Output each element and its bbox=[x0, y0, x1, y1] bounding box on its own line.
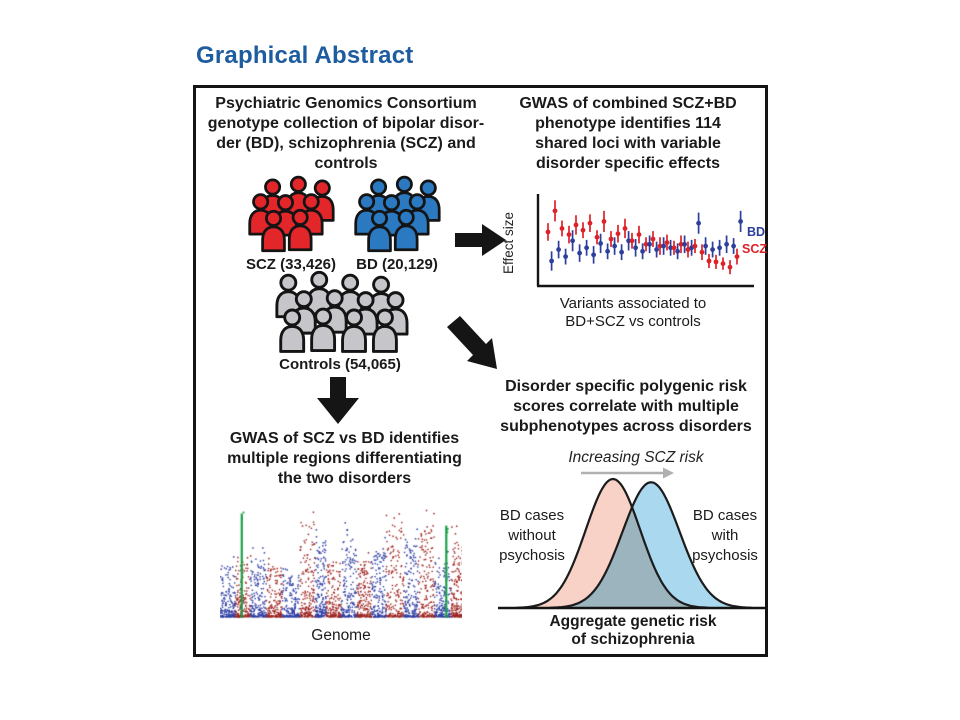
forest-heading: GWAS of combined SCZ+BD phenotype identi… bbox=[492, 94, 764, 174]
forest-heading-line: disorder specific effects bbox=[535, 155, 721, 172]
manhattan-heading: GWAS of SCZ vs BD identifies multiple re… bbox=[202, 429, 487, 489]
bd-people-icon bbox=[354, 175, 441, 253]
controls-group-label: Controls (54,065) bbox=[279, 356, 401, 373]
scz-people-icon bbox=[248, 175, 335, 253]
svg-text:BD: BD bbox=[747, 225, 765, 239]
prs-annotation: Increasing SCZ risk bbox=[568, 449, 704, 466]
prs-heading-line: Disorder specific polygenic risk bbox=[505, 378, 747, 395]
prs-heading-line: subphenotypes across disorders bbox=[500, 418, 752, 435]
forest-heading-line: shared loci with variable bbox=[535, 135, 721, 152]
arrow-right-icon bbox=[455, 224, 506, 256]
prs-heading: Disorder specific polygenic risk scores … bbox=[484, 377, 768, 437]
abstract-box: Psychiatric Genomics Consortium genotype… bbox=[193, 85, 768, 657]
prs-xlabel-line1: Aggregate genetic risk bbox=[549, 613, 717, 630]
cohort-heading: Psychiatric Genomics Consortium genotype… bbox=[196, 94, 496, 174]
scz-group-label: SCZ (33,426) bbox=[245, 256, 337, 273]
prs-right-label: BD cases with psychosis bbox=[692, 507, 758, 564]
scz-group: SCZ (33,426) bbox=[240, 174, 342, 273]
controls-people-icon bbox=[274, 270, 408, 353]
manhattan-heading-line: GWAS of SCZ vs BD identifies bbox=[229, 430, 460, 447]
cohort-heading-line: der (BD), schizophrenia (SCZ) and bbox=[216, 135, 476, 152]
risk-distribution-plot bbox=[498, 467, 766, 610]
bd-group-label: BD (20,129) bbox=[356, 256, 438, 273]
cohort-heading-line: controls bbox=[314, 155, 378, 172]
page-title: Graphical Abstract bbox=[196, 42, 414, 69]
cohort-heading-line: genotype collection of bipolar disor- bbox=[207, 115, 485, 132]
cohort-heading-line: Psychiatric Genomics Consortium bbox=[215, 95, 477, 112]
svg-text:SCZ: SCZ bbox=[742, 242, 767, 256]
forest-heading-line: GWAS of combined SCZ+BD bbox=[519, 95, 737, 112]
svg-text:Effect size: Effect size bbox=[501, 212, 516, 274]
prs-heading-line: scores correlate with multiple bbox=[513, 398, 739, 415]
manhattan-xlabel: Genome bbox=[311, 627, 371, 644]
manhattan-plot bbox=[220, 504, 462, 624]
prs-xlabel-line2: of schizophrenia bbox=[571, 631, 695, 648]
forest-xlabel-line1: Variants associated to bbox=[559, 295, 707, 312]
forest-heading-line: phenotype identifies 114 bbox=[535, 115, 721, 132]
prs-left-label: BD cases without psychosis bbox=[499, 507, 565, 564]
controls-group: Controls (54,065) bbox=[256, 270, 424, 373]
bd-group: BD (20,129) bbox=[346, 174, 448, 273]
forest-xlabel-line2: BD+SCZ vs controls bbox=[565, 313, 701, 330]
manhattan-heading-line: the two disorders bbox=[277, 470, 412, 487]
arrow-diagonal-icon bbox=[447, 316, 497, 369]
arrow-down-icon bbox=[317, 377, 359, 424]
forest-plot: Effect size BD SCZ bbox=[501, 194, 767, 288]
manhattan-heading-line: multiple regions differentiating bbox=[227, 450, 462, 467]
